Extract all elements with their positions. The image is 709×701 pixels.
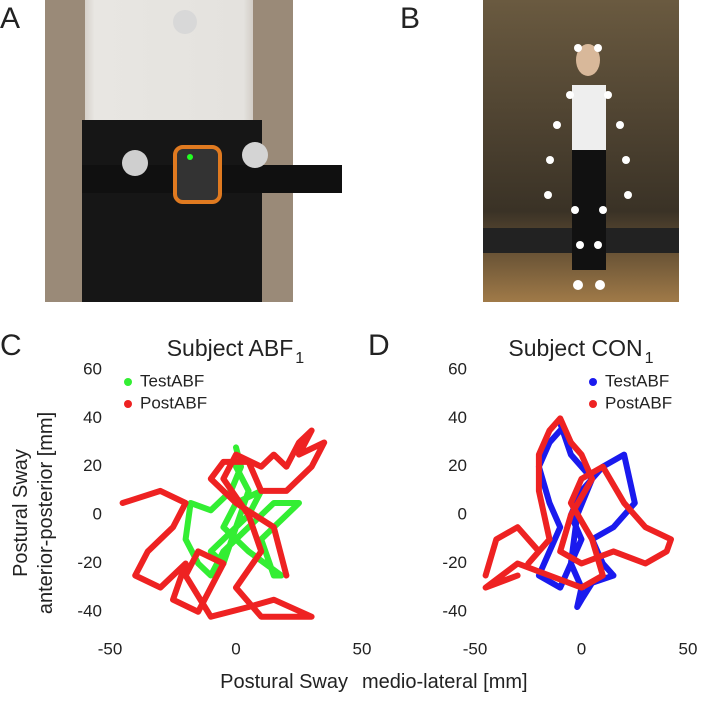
legend-label: PostABF	[605, 393, 672, 412]
panel-label: A	[0, 2, 20, 35]
y-tick-label: -20	[442, 553, 467, 572]
y-tick-label: -40	[442, 601, 467, 620]
y-tick-label: 40	[448, 408, 467, 427]
panel-label: B	[400, 2, 420, 35]
y-axis-label: Postural Sway	[10, 449, 32, 577]
legend-label: PostABF	[140, 393, 207, 412]
legend-label: TestABF	[605, 371, 669, 390]
y-tick-label: 20	[448, 456, 467, 475]
legend-marker	[589, 400, 597, 408]
trace	[535, 420, 638, 610]
legend-marker	[124, 378, 132, 386]
y-tick-label: -40	[77, 601, 102, 620]
panel-label: C	[0, 329, 22, 362]
chart-title: Subject ABF	[167, 335, 294, 361]
x-tick-label: -50	[463, 639, 488, 658]
legend-label: TestABF	[140, 371, 204, 390]
chart-title-subscript: 1	[295, 350, 304, 367]
x-tick-label: 50	[353, 639, 372, 658]
y-tick-label: 20	[83, 456, 102, 475]
panel-label: D	[368, 329, 390, 362]
y-axis-label: anterior-posterior [mm]	[35, 412, 57, 614]
y-tick-label: 60	[448, 359, 467, 378]
x-axis-label: medio-lateral [mm]	[362, 671, 528, 693]
x-tick-label: -50	[98, 639, 123, 658]
chart-title: Subject CON	[508, 335, 642, 361]
y-tick-label: -20	[77, 553, 102, 572]
trace	[482, 415, 674, 591]
x-tick-label: 0	[577, 639, 586, 658]
photo-a	[45, 0, 342, 302]
x-tick-label: 50	[679, 639, 698, 658]
x-tick-label: 0	[231, 639, 240, 658]
y-tick-label: 0	[458, 505, 467, 524]
trace	[119, 427, 328, 620]
y-tick-label: 0	[93, 505, 102, 524]
chart-title-subscript: 1	[645, 350, 654, 367]
x-axis-label: Postural Sway	[220, 671, 348, 693]
legend-marker	[589, 378, 597, 386]
photo-b	[483, 0, 679, 302]
y-tick-label: 60	[83, 359, 102, 378]
y-tick-label: 40	[83, 408, 102, 427]
legend-marker	[124, 400, 132, 408]
